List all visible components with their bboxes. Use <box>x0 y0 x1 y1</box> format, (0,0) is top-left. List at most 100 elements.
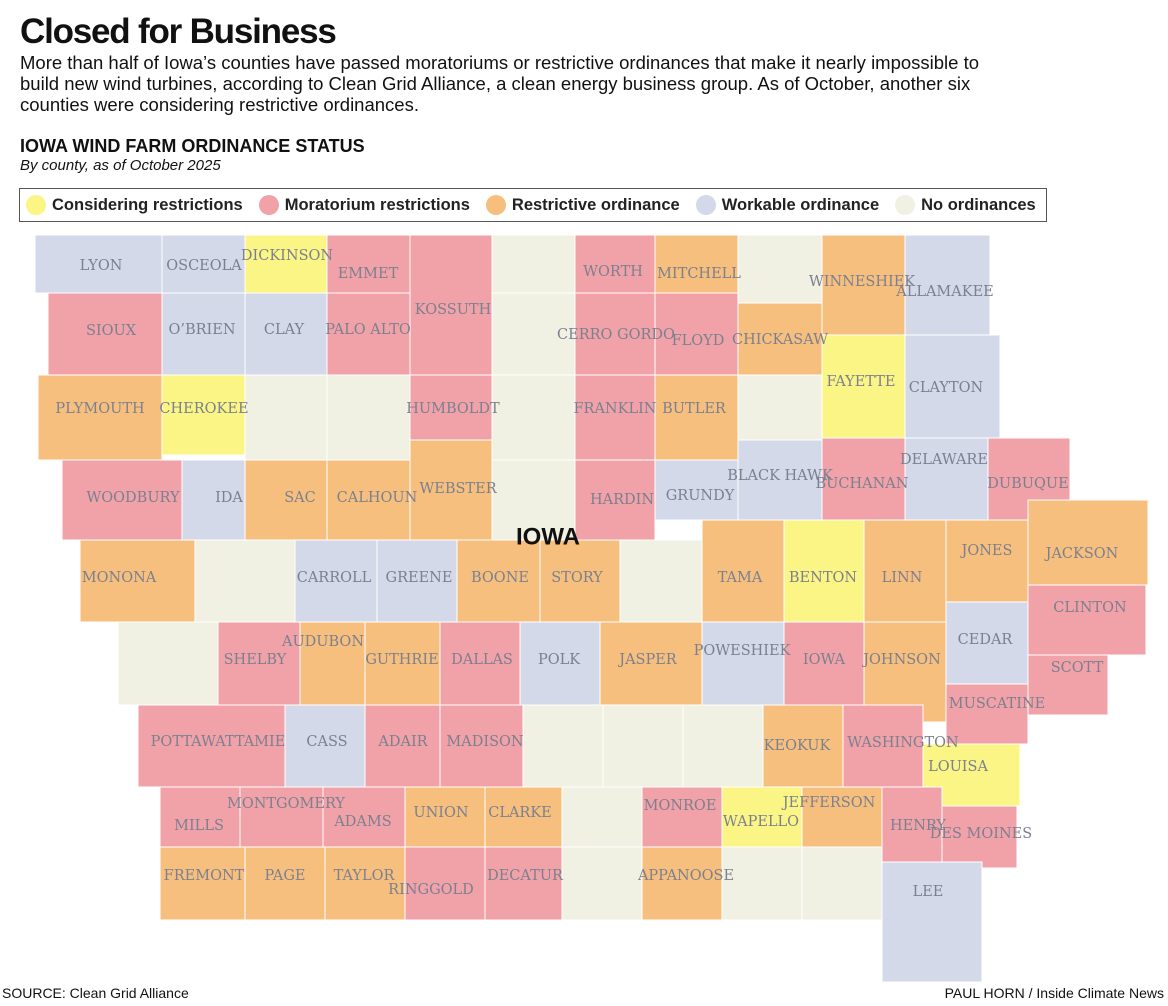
county-label: ADAMS <box>333 814 391 830</box>
legend-item: Restrictive ordinance <box>485 195 680 215</box>
title: Closed for Business <box>20 12 337 51</box>
county-label: ALLAMAKEE <box>895 284 994 300</box>
legend-item: Workable ordinance <box>695 195 880 215</box>
county-label: JEFFERSON <box>781 795 876 811</box>
county-label: GUTHRIE <box>365 652 438 668</box>
county-label: POWESHIEK <box>694 643 792 659</box>
county-shape <box>409 234 493 376</box>
county-label: JOHNSON <box>861 652 941 668</box>
county-shape <box>701 621 785 706</box>
county-label: HARDIN <box>590 492 654 508</box>
county-label: LINN <box>882 570 923 586</box>
county-shape <box>737 439 823 521</box>
county-shape <box>842 704 924 788</box>
county-shape <box>574 459 656 541</box>
county-shape <box>599 621 703 706</box>
county-shape <box>904 334 1001 439</box>
county-label: RINGGOLD <box>388 882 474 898</box>
county-shape <box>602 704 684 788</box>
county-shape <box>409 439 493 541</box>
county-shape <box>294 539 378 623</box>
county-shape <box>34 234 163 294</box>
county-label: WASHINGTON <box>847 735 959 751</box>
county-shape <box>945 683 1029 745</box>
county-shape <box>491 234 576 294</box>
county-shape <box>326 459 411 541</box>
county-label: DALLAS <box>451 652 513 668</box>
county-label: IDA <box>215 490 243 506</box>
county-shape <box>574 234 656 294</box>
county-label: FREMONT <box>164 868 245 884</box>
county-shape <box>654 292 739 376</box>
county-label: CERRO GORDO <box>557 327 675 343</box>
legend-swatch <box>258 195 279 215</box>
county-label: LEE <box>913 884 944 900</box>
county-label: TAMA <box>718 570 763 586</box>
county-shape <box>821 234 906 336</box>
county-shape <box>945 601 1029 685</box>
county-label: DES MOINES <box>930 826 1032 842</box>
legend-label: Workable ordinance <box>721 195 880 214</box>
county-shape <box>561 786 643 848</box>
county-shape <box>654 374 739 461</box>
state-label: IOWA <box>516 523 580 550</box>
legend: Considering restrictions Moratorium restr… <box>19 188 1047 222</box>
legend-swatch <box>695 195 716 215</box>
county-shape <box>244 374 328 461</box>
legend-label: Restrictive ordinance <box>511 195 680 214</box>
county-shape <box>881 861 983 983</box>
county-label: BOONE <box>471 570 529 586</box>
legend-item: Moratorium restrictions <box>258 195 470 215</box>
county-shape <box>737 302 823 376</box>
county-label: TAYLOR <box>334 868 396 884</box>
county-shape <box>364 704 441 788</box>
county-label: SCOTT <box>1051 660 1104 676</box>
county-shape <box>299 621 366 706</box>
county-label: ADAIR <box>377 734 428 750</box>
county-label: STORY <box>551 570 603 586</box>
county-label: POTTAWATTAMIE <box>151 734 286 750</box>
county-label: DICKINSON <box>241 248 334 264</box>
county-label: EMMET <box>338 266 399 282</box>
county-shape <box>194 539 296 623</box>
county-shape <box>37 374 163 461</box>
county-label: SAC <box>284 490 316 506</box>
county-label: CHICKASAW <box>732 332 828 348</box>
county-label: JASPER <box>617 652 678 668</box>
county-shape <box>945 519 1029 603</box>
county-label: HUMBOLDT <box>406 401 500 417</box>
legend-swatch <box>485 195 506 215</box>
county-shape <box>326 234 411 294</box>
county-shape <box>364 621 441 706</box>
county-shape <box>737 374 823 441</box>
county-label: PALO ALTO <box>325 322 411 338</box>
county-label: MUSCATINE <box>949 696 1045 712</box>
county-shape <box>137 704 286 788</box>
county-shape <box>1027 499 1149 586</box>
county-label: WOODBURY <box>86 490 180 506</box>
county-shape <box>522 704 604 788</box>
county-shape <box>619 539 703 623</box>
county-label: DUBUQUE <box>987 476 1068 492</box>
county-shape <box>404 846 486 921</box>
county-label: CALHOUN <box>337 490 418 506</box>
legend-item: Considering restrictions <box>26 195 243 215</box>
description: More than half of Iowa’s counties have p… <box>20 52 980 115</box>
county-label: IOWA <box>803 652 846 668</box>
county-shape <box>701 519 785 623</box>
county-shape <box>641 786 723 848</box>
source: SOURCE: Clean Grid Alliance <box>2 985 189 1001</box>
county-label: APPANOOSE <box>637 868 734 884</box>
county-shape <box>217 621 301 706</box>
county-shape <box>821 334 906 439</box>
county-shape <box>284 704 366 788</box>
county-label: BUCHANAN <box>816 476 909 492</box>
county-label: CLAY <box>264 322 305 338</box>
legend-item: No ordinances <box>895 195 1036 215</box>
county-label: WEBSTER <box>419 481 497 497</box>
county-shape <box>491 374 576 461</box>
county-shape <box>326 374 411 461</box>
county-label: BUTLER <box>662 401 727 417</box>
county-shape <box>326 292 411 376</box>
